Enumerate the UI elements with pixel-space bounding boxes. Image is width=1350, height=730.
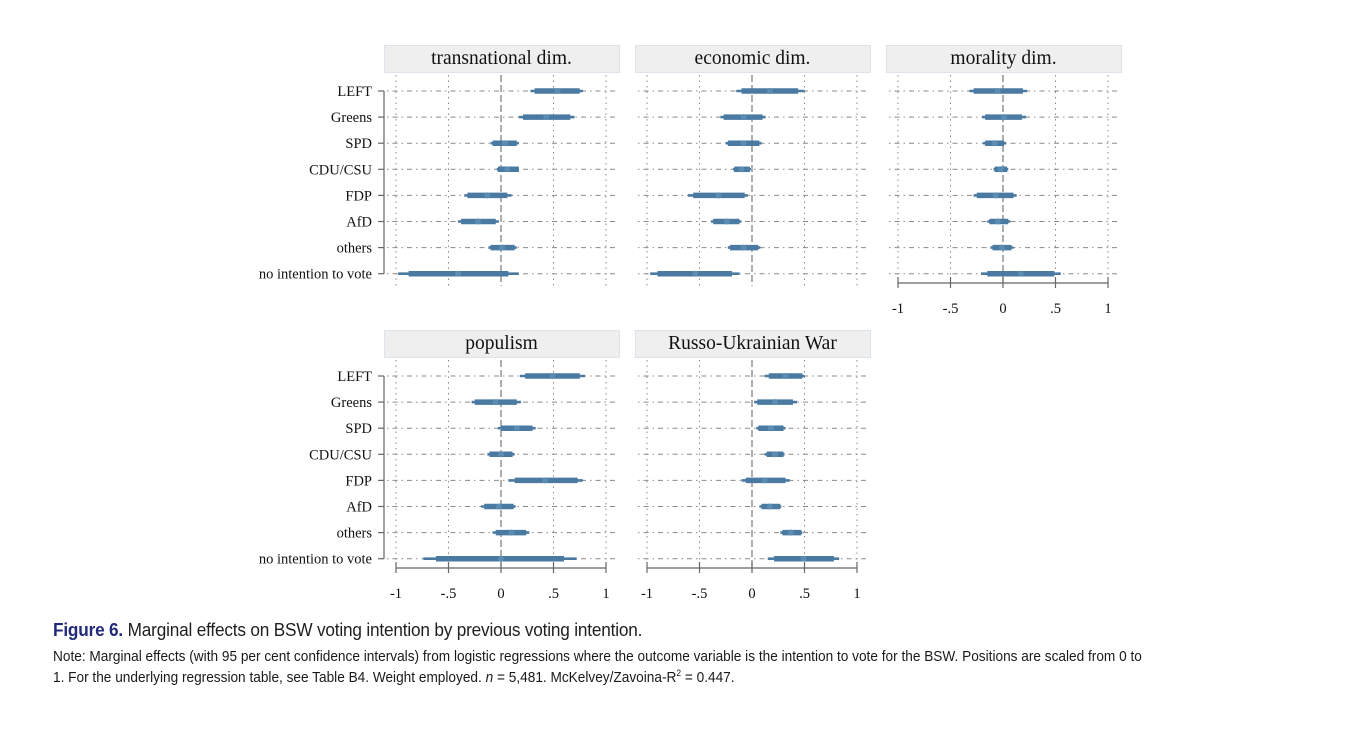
point-estimate [549,373,556,379]
point-estimate [766,503,773,510]
point-estimate [800,555,807,562]
point-estimate [761,477,768,484]
point-estimate [738,166,745,173]
figure-note: Note: Marginal effects (with 95 per cent… [53,647,1343,689]
note-line-1: Note: Marginal effects (with 95 per cent… [53,649,1142,665]
x-tick-label: -.5 [692,586,708,602]
panel-title: populism [465,333,538,354]
note-line-2b: = 5,481. McKelvey/Zavoina-R [493,670,677,686]
note-r2-superscript: 2 [676,668,682,679]
point-estimate [715,192,722,199]
point-estimate [740,140,747,147]
y-tick-label: CDU/CSU [309,162,372,178]
panel-title: morality dim. [950,48,1056,69]
panel-title: Russo-Ukrainian War [668,333,837,354]
panel-morality-dim: morality dim. -1 -.5 0 .5 1 [886,45,1122,317]
figure-label: Figure 6. [53,619,124,640]
x-tick-label: 0 [999,301,1006,317]
point-estimate [508,529,515,536]
y-tick-label: FDP [345,473,372,489]
panel-header-box [384,45,620,73]
x-tick-label: 1 [853,586,860,602]
panel-transnational-dim: transnational dim. LEFT Greens SPD CDU/CSU FD… [259,45,620,286]
point-estimate [495,503,502,510]
x-tick-label: -1 [390,586,402,602]
panel-header-box [635,45,871,73]
point-estimate [498,555,504,562]
point-estimate [474,218,481,225]
point-estimate [454,270,461,277]
point-estimate [554,88,561,94]
point-estimate [994,88,1001,94]
point-estimate [504,166,511,173]
point-estimate [772,451,779,458]
point-estimate [1017,270,1024,277]
y-tick-label: no intention to vote [259,267,372,283]
y-tick-label: FDP [345,188,372,204]
x-tick-label: 1 [602,586,609,602]
panel-title: transnational dim. [431,48,572,69]
panel-header-box [886,45,1122,73]
point-estimate [787,529,794,536]
note-line-2c: = 0.447. [681,670,735,686]
point-estimate [991,140,998,147]
marginal-effects-figure: transnational dim. LEFT Greens SPD CDU/CSU FD… [259,45,1122,602]
x-tick-label: -.5 [943,301,959,317]
figure-title-text: Marginal effects on BSW voting intention… [123,619,643,640]
point-estimate [499,244,506,251]
y-tick-label: others [337,526,373,542]
x-tick-label: .5 [799,586,810,602]
point-estimate [992,192,999,199]
panel-title: economic dim. [695,48,811,69]
y-tick-label: no intention to vote [259,552,372,568]
point-estimate [997,166,1004,173]
x-tick-label: 0 [748,586,755,602]
panel-populism: populism LEFT Greens SPD CDU/CSU FDP AfD others… [259,330,620,602]
point-estimate [766,88,773,94]
point-estimate [542,477,549,484]
point-estimate [513,425,520,432]
point-estimate [723,218,730,225]
y-tick-label: SPD [345,136,372,152]
point-estimate [484,192,491,199]
point-estimate [767,425,774,432]
point-estimate [692,270,699,277]
point-estimate [994,218,1001,225]
y-tick-label: others [337,241,373,257]
y-tick-label: Greens [331,395,372,411]
y-tick-label: SPD [345,421,372,437]
note-n-symbol: n [485,670,494,686]
x-tick-label: -1 [641,586,653,602]
x-tick-label: 0 [497,586,504,602]
panel-economic-dim: economic dim. [635,45,871,286]
point-estimate [740,114,747,121]
note-line-2a: 1. For the underlying regression table, … [53,670,486,686]
point-estimate [782,373,789,379]
point-estimate [998,244,1005,251]
point-estimate [543,114,550,121]
panel-header-box [635,330,871,358]
y-tick-label: LEFT [337,84,372,100]
y-tick-label: AfD [346,215,372,231]
x-tick-label: .5 [548,586,559,602]
y-tick-label: LEFT [337,369,372,385]
point-estimate [1001,114,1008,121]
x-tick-label: 1 [1104,301,1111,317]
x-tick-label: -1 [892,301,904,317]
y-tick-label: AfD [346,500,372,516]
x-tick-label: .5 [1050,301,1061,317]
y-tick-label: CDU/CSU [309,447,372,463]
panel-russo-ukrainian-war: Russo-Ukrainian War -1 -.5 0 .5 1 [635,330,871,602]
y-tick-label: Greens [331,110,372,126]
point-estimate [502,140,509,147]
point-estimate [498,451,504,458]
point-estimate [740,244,747,251]
point-estimate [492,399,499,406]
x-tick-label: -.5 [441,586,457,602]
figure-title: Figure 6. Marginal effects on BSW voting… [53,619,1253,641]
panel-header-box [384,330,620,358]
point-estimate [772,399,779,406]
figure-caption: Figure 6. Marginal effects on BSW voting… [53,619,1343,689]
